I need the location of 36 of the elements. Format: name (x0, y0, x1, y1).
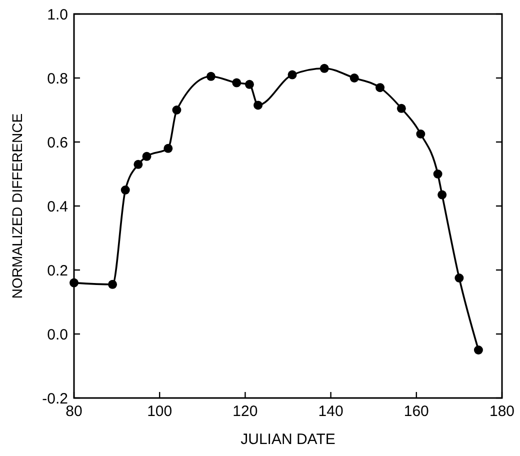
point (376, 83, 385, 92)
y-tick-label: 0.8 (47, 70, 68, 88)
point (164, 144, 173, 153)
point (350, 74, 359, 82)
point (244, 80, 254, 89)
point (134, 160, 143, 169)
y-tick-label: 0.4 (47, 198, 68, 216)
point (120, 186, 130, 194)
x-tick-label: 120 (232, 403, 258, 420)
point (416, 130, 426, 138)
point (254, 100, 263, 110)
y-axis-title: NORMALIZED DIFFERENCE (9, 113, 25, 299)
y-tick-label: 0.0 (47, 326, 68, 344)
x-tick-label: 80 (66, 403, 82, 420)
x-tick-label: 160 (404, 403, 429, 420)
point (474, 346, 483, 354)
point (288, 70, 297, 80)
point (172, 106, 182, 114)
point (454, 274, 464, 282)
x-tick-label: 140 (318, 403, 344, 420)
x-axis-title: JULIAN DATE (240, 431, 336, 448)
y-tick-label: 0.2 (47, 262, 68, 280)
point (396, 104, 406, 113)
point (206, 72, 216, 81)
y-tick-label: 1.0 (47, 6, 68, 24)
point (70, 278, 78, 288)
y-tick-label: 0.6 (47, 134, 68, 152)
point (108, 280, 118, 289)
y-tick-label: -0.2 (42, 390, 68, 408)
point (142, 152, 152, 161)
x-tick-label: 100 (147, 403, 172, 420)
x-tick-label: 180 (489, 403, 515, 420)
point (433, 170, 442, 178)
point (438, 190, 447, 200)
point (320, 64, 329, 73)
point (232, 78, 242, 88)
